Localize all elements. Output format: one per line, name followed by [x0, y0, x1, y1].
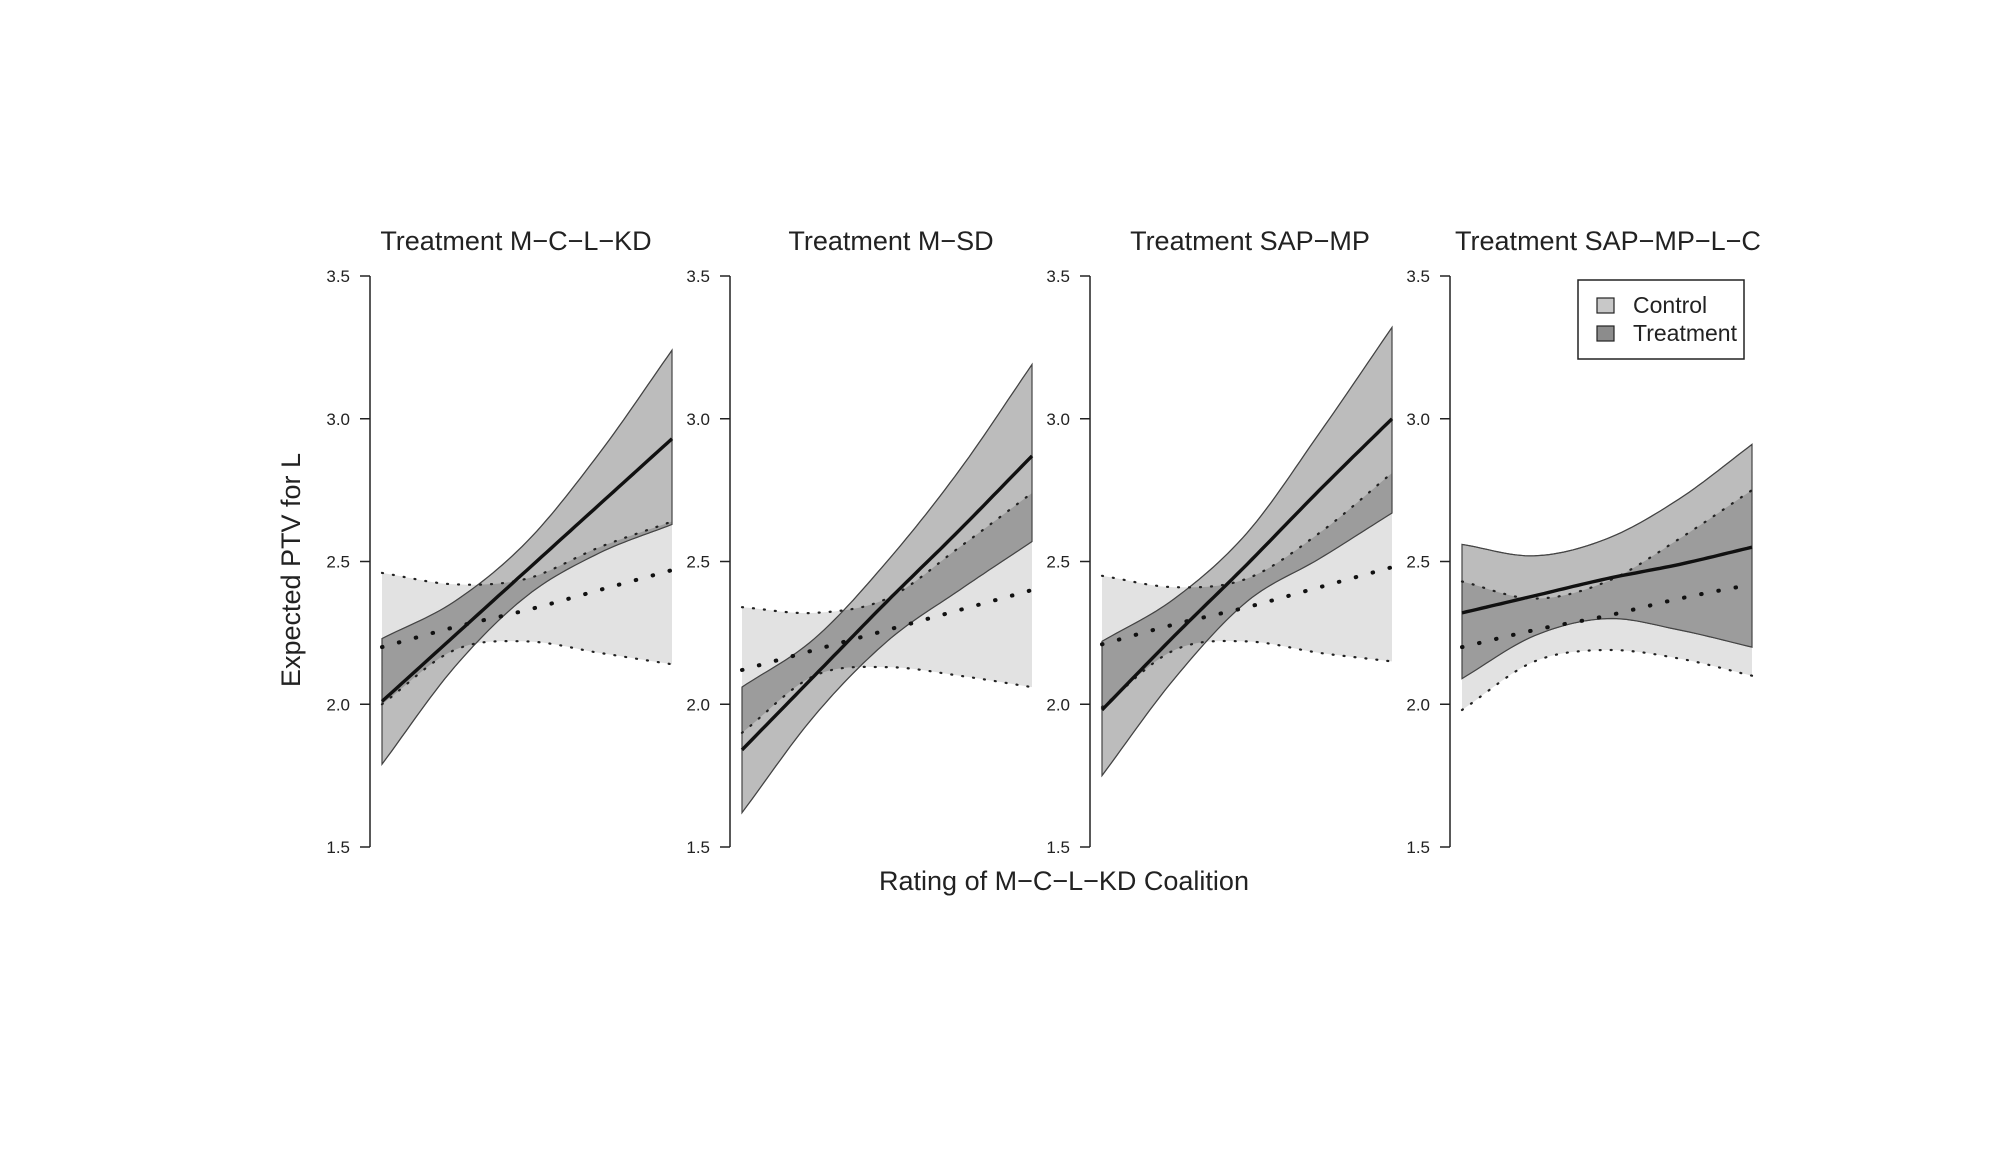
control-ci-lower — [1100, 639, 1394, 709]
y-tick-label: 3.0 — [1046, 410, 1070, 429]
treatment-ci-outline — [381, 348, 673, 767]
y-tick-label: 2.0 — [1046, 695, 1070, 714]
chart-panel-4: 1.5 2.0 2.5 3.0 3.5 Treatment SAP−MP−L−C — [1406, 226, 1761, 857]
y-tick-label: 1.5 — [326, 838, 350, 857]
treatment-mean-line — [1461, 545, 1753, 615]
y-tick-label: 2.5 — [686, 553, 710, 572]
treatment-mean-line — [740, 454, 1034, 752]
y-axis-label: Expected PTV for L — [276, 453, 306, 687]
y-tick-label: 2.0 — [326, 695, 350, 714]
panel-title: Treatment SAP−MP−L−C — [1455, 226, 1761, 256]
treatment-mean-line — [1100, 417, 1394, 712]
control-ci-lower — [380, 640, 674, 706]
chart-panel-3: 1.5 2.0 2.5 3.0 3.5 Treatment SAP−MP — [1046, 226, 1394, 857]
y-tick-label: 3.0 — [326, 410, 350, 429]
y-tick-label: 2.0 — [1406, 695, 1430, 714]
y-tick-label: 3.5 — [686, 267, 710, 286]
panel-title: Treatment SAP−MP — [1130, 226, 1370, 256]
control-ci-upper — [1460, 489, 1754, 600]
legend-swatch-control — [1596, 297, 1615, 314]
treatment-ci-outline — [741, 362, 1033, 815]
chart-panels: 1.5 2.0 2.5 3.0 3.5 Treatment M−C−L−KD 1.5 2.0 2… — [326, 226, 1761, 857]
y-tick-label: 3.5 — [1046, 267, 1070, 286]
y-tick-label: 3.0 — [1406, 410, 1430, 429]
panel-title: Treatment M−C−L−KD — [380, 226, 651, 256]
chart-panel-2: 1.5 2.0 2.5 3.0 3.5 Treatment M−SD — [686, 226, 1034, 857]
y-tick-label: 3.5 — [326, 267, 350, 286]
y-tick-label: 2.0 — [686, 695, 710, 714]
x-axis-label: Rating of M−C−L−KD Coalition — [879, 866, 1249, 896]
legend-box — [1577, 279, 1745, 360]
legend-label-control: Control — [1633, 292, 1707, 318]
legend-swatch-treatment — [1596, 325, 1615, 342]
control-ci-lower — [740, 665, 1034, 734]
treatment-ci-outline — [1461, 443, 1753, 680]
control-ci-band — [382, 521, 672, 705]
panel-title: Treatment M−SD — [788, 226, 993, 256]
y-tick-label: 2.5 — [326, 553, 350, 572]
y-tick-label: 2.5 — [1406, 553, 1430, 572]
y-tick-label: 3.5 — [1406, 267, 1430, 286]
y-tick-label: 1.5 — [686, 838, 710, 857]
y-tick-label: 1.5 — [1406, 838, 1430, 857]
y-tick-label: 1.5 — [1046, 838, 1070, 857]
chart-panel-1: 1.5 2.0 2.5 3.0 3.5 Treatment M−C−L−KD — [326, 226, 674, 857]
treatment-ci-outline — [1101, 325, 1393, 778]
legend: Control Treatment — [1577, 279, 1745, 360]
y-tick-label: 2.5 — [1046, 553, 1070, 572]
legend-label-treatment: Treatment — [1633, 320, 1738, 346]
y-tick-label: 3.0 — [686, 410, 710, 429]
treatment-mean-line — [380, 437, 674, 703]
control-ci-upper — [1100, 471, 1394, 589]
